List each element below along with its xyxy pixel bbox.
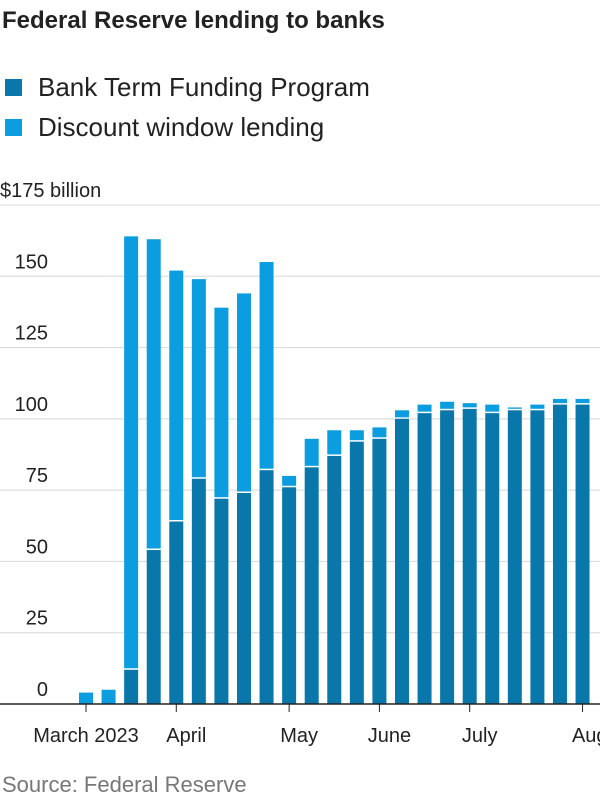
- legend: Bank Term Funding Program Discount window…: [5, 72, 370, 142]
- bar-segment: [236, 492, 251, 704]
- y-tick-label: 0: [37, 679, 48, 701]
- y-tick-label: 25: [26, 608, 48, 630]
- bar-segment: [462, 408, 477, 704]
- bar-segment: [372, 438, 387, 704]
- x-tick-label: June: [368, 725, 411, 747]
- bar-segment: [575, 398, 590, 404]
- bar-segment: [169, 521, 184, 704]
- bar-segment: [327, 455, 342, 704]
- bar-segment: [146, 550, 161, 704]
- legend-label: Bank Term Funding Program: [38, 72, 370, 102]
- bar-segment: [417, 413, 432, 704]
- bar-segment: [507, 410, 522, 704]
- bar-segment: [440, 410, 455, 704]
- bar-segment: [214, 307, 229, 498]
- bar-segment: [394, 410, 409, 418]
- bar-segment: [575, 404, 590, 704]
- legend-swatch: [5, 79, 22, 96]
- legend-label: Discount window lending: [38, 112, 324, 142]
- bar-segment: [191, 478, 206, 704]
- bar-segment: [304, 438, 319, 466]
- x-tick-label: April: [166, 725, 206, 747]
- bar-segment: [101, 689, 116, 704]
- bar-segment: [552, 398, 567, 404]
- y-tick-label: 125: [15, 323, 48, 345]
- bar-segment: [507, 407, 522, 409]
- bar-segment: [304, 467, 319, 704]
- bar-segment: [349, 441, 364, 704]
- x-tick-label: July: [462, 725, 498, 747]
- bar-segment: [530, 404, 545, 409]
- bar-segment: [417, 404, 432, 412]
- y-tick-label: 100: [15, 394, 48, 416]
- bar-segment: [282, 475, 297, 486]
- y-tick-label: 150: [15, 251, 48, 273]
- bar-segment: [485, 404, 500, 412]
- bar-segment: [440, 401, 455, 409]
- bar-segment: [169, 270, 184, 521]
- bar-segment: [124, 236, 139, 669]
- y-tick-label: 50: [26, 536, 48, 558]
- bar-segment: [372, 427, 387, 438]
- bar-segment: [485, 413, 500, 704]
- bar-segment: [259, 262, 274, 469]
- bar-segment: [530, 410, 545, 704]
- x-tick-label: Aug.: [572, 725, 600, 747]
- bar-segment: [259, 470, 274, 704]
- x-tick-label: May: [280, 725, 318, 747]
- grid: 0 25 50 75 100 125 150 $175 billion: [0, 180, 600, 701]
- bar-segment: [79, 692, 93, 704]
- bars: [79, 236, 590, 704]
- bar-segment: [462, 403, 477, 408]
- source: Source: Federal Reserve: [2, 772, 247, 797]
- bar-segment: [349, 430, 364, 441]
- x-axis: March 2023 April May June July Aug.: [0, 703, 600, 747]
- bar-segment: [394, 418, 409, 704]
- bar-segment: [124, 669, 139, 704]
- bar-segment: [327, 430, 342, 455]
- bar-segment: [191, 279, 206, 478]
- x-tick-label: March 2023: [33, 725, 139, 747]
- bar-segment: [552, 404, 567, 704]
- chart-title: Federal Reserve lending to banks: [2, 7, 385, 34]
- bar-segment: [236, 293, 251, 492]
- y-tick-label: 75: [26, 465, 48, 487]
- legend-swatch: [5, 119, 22, 136]
- bar-segment: [214, 498, 229, 704]
- y-tick-label: $175 billion: [0, 180, 101, 202]
- bar-segment: [146, 239, 161, 549]
- bar-segment: [282, 487, 297, 704]
